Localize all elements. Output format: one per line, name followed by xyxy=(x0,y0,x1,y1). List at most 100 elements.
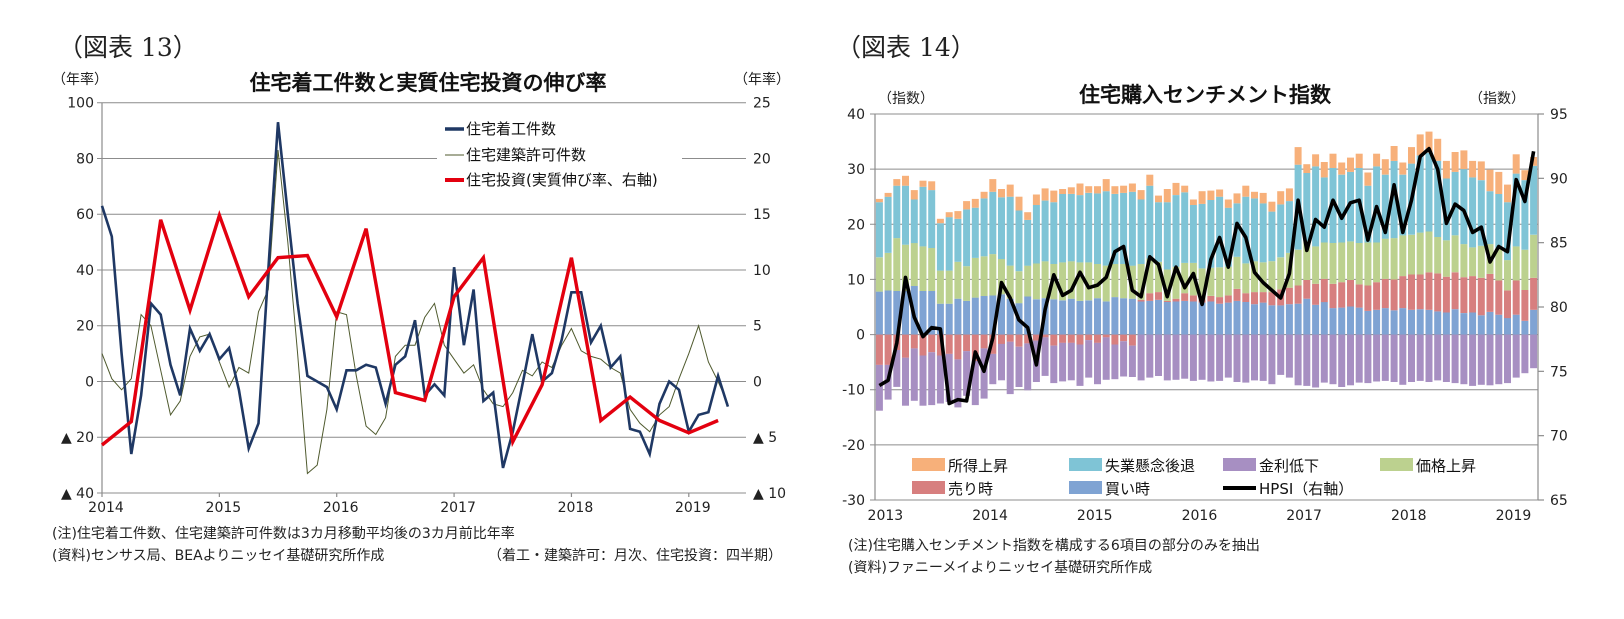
bar-segment-sell xyxy=(1067,334,1075,343)
bar-segment-buy xyxy=(1172,301,1180,335)
chart-13-left-axis: 100 80 60 40 20 0 ▲ 20 ▲ 40 xyxy=(61,96,94,502)
bar-segment-buy xyxy=(928,291,936,335)
bar-segment-buy xyxy=(1146,300,1154,335)
bar-segment-price xyxy=(954,261,962,299)
x-tick-label: 2018 xyxy=(558,500,594,516)
bar-segment-rate xyxy=(1268,334,1276,385)
bar-segment-income xyxy=(1128,183,1136,192)
bar-segment-buy xyxy=(1006,298,1014,335)
bar-segment-sell xyxy=(1155,292,1162,300)
y2-tick-label: 90 xyxy=(1550,171,1568,187)
bar-segment-unemp xyxy=(884,196,892,253)
bar-segment-unemp xyxy=(1399,174,1407,236)
bar-segment-buy xyxy=(1512,314,1520,335)
bar-segment-unemp xyxy=(1312,166,1320,247)
bar-segment-buy xyxy=(1155,299,1162,335)
bar-segment-income xyxy=(1163,189,1171,203)
bar-segment-buy xyxy=(1425,309,1433,335)
bar-segment-buy xyxy=(1373,309,1381,335)
y2-tick-label: 25 xyxy=(753,96,771,112)
bar-segment-buy xyxy=(1251,304,1258,335)
bar-segment-buy xyxy=(1434,311,1442,335)
bar-segment-buy xyxy=(1399,308,1407,335)
bar-segment-income xyxy=(1338,162,1346,175)
y-tick-label: ▲ 40 xyxy=(61,486,94,502)
bar-segment-income xyxy=(980,191,988,199)
bar-segment-rate xyxy=(1285,334,1293,378)
bar-segment-income xyxy=(1294,147,1302,165)
bar-segment-unemp xyxy=(1486,191,1494,245)
bar-segment-buy xyxy=(1224,302,1232,335)
bar-segment-unemp xyxy=(1137,199,1145,264)
bar-segment-sell xyxy=(1059,334,1067,343)
bar-segment-rate xyxy=(1120,341,1128,377)
bar-segment-income xyxy=(1137,190,1145,200)
chart-14-x-axis: 2013 2014 2015 2016 2017 2018 2019 xyxy=(868,508,1532,524)
bar-segment-unemp xyxy=(1128,191,1136,266)
bar-segment-unemp xyxy=(1504,202,1511,261)
bar-segment-income xyxy=(1102,179,1110,192)
bar-segment-sell xyxy=(1469,276,1477,313)
legend-label-unemp: 失業懸念後退 xyxy=(1105,457,1195,475)
legend-swatch-income xyxy=(912,458,945,471)
bar-segment-income xyxy=(936,218,944,224)
figure-13-frequency-note: （着工・建築許可：月次、住宅投資：四半期） xyxy=(488,548,782,564)
bar-segment-sell xyxy=(884,334,892,365)
x-tick-label: 2015 xyxy=(1077,508,1113,524)
bar-segment-sell xyxy=(1181,293,1189,301)
bar-segment-price xyxy=(1469,247,1477,277)
bar-segment-price xyxy=(1024,265,1032,297)
x-tick-label: 2016 xyxy=(1182,508,1218,524)
bar-segment-income xyxy=(1320,162,1328,178)
bar-segment-income xyxy=(1303,164,1311,173)
bar-segment-buy xyxy=(1504,318,1511,335)
bar-segment-buy xyxy=(1128,298,1136,335)
bar-segment-unemp xyxy=(1224,207,1232,267)
bar-segment-sell xyxy=(1442,276,1450,313)
bar-segment-unemp xyxy=(1495,194,1503,248)
bar-segment-price xyxy=(1120,264,1128,299)
bar-segment-buy xyxy=(1102,301,1110,335)
y-tick-label: 20 xyxy=(847,217,865,233)
bar-segment-unemp xyxy=(936,223,944,271)
bar-segment-rate xyxy=(980,348,988,399)
bar-segment-rate xyxy=(1181,334,1189,379)
chart-14-hpsi-line xyxy=(878,146,1536,406)
bar-segment-rate xyxy=(1224,334,1232,378)
bar-segment-rate xyxy=(1303,334,1311,386)
bar-segment-rate xyxy=(1085,340,1093,378)
bar-segment-buy xyxy=(1120,298,1128,335)
y2-tick-label: 0 xyxy=(753,374,762,390)
legend-label-starts: 住宅着工件数 xyxy=(466,120,556,138)
bar-segment-unemp xyxy=(1442,178,1450,241)
bar-segment-buy xyxy=(936,303,944,335)
bar-segment-buy xyxy=(1312,304,1320,335)
bar-segment-price xyxy=(1015,271,1023,304)
bar-segment-sell xyxy=(1477,277,1485,316)
bar-segment-rate xyxy=(1128,345,1136,377)
bar-segment-rate xyxy=(910,348,918,401)
bar-segment-income xyxy=(902,175,909,186)
bar-segment-sell xyxy=(1434,273,1442,312)
bar-segment-buy xyxy=(902,291,909,335)
bar-segment-sell xyxy=(1512,280,1520,315)
bar-segment-rate xyxy=(1233,334,1241,382)
bar-segment-income xyxy=(1521,170,1529,181)
bar-segment-income xyxy=(1477,161,1485,181)
bar-segment-buy xyxy=(1408,309,1415,335)
bar-segment-price xyxy=(998,259,1005,295)
bar-segment-buy xyxy=(1067,298,1075,335)
bar-segment-sell xyxy=(1111,334,1119,345)
bar-segment-income xyxy=(1233,193,1241,204)
bar-segment-rate xyxy=(998,343,1005,381)
x-tick-label: 2015 xyxy=(206,500,242,516)
bar-segment-sell xyxy=(1259,292,1267,303)
bar-segment-price xyxy=(1303,241,1311,280)
bar-segment-income xyxy=(1024,212,1032,220)
y-tick-label: -20 xyxy=(842,438,865,454)
bar-segment-income xyxy=(1512,154,1520,174)
bar-segment-unemp xyxy=(1477,180,1485,246)
bar-segment-sell xyxy=(1224,295,1232,303)
bar-segment-income xyxy=(1067,187,1075,194)
bar-segment-buy xyxy=(1059,300,1067,335)
